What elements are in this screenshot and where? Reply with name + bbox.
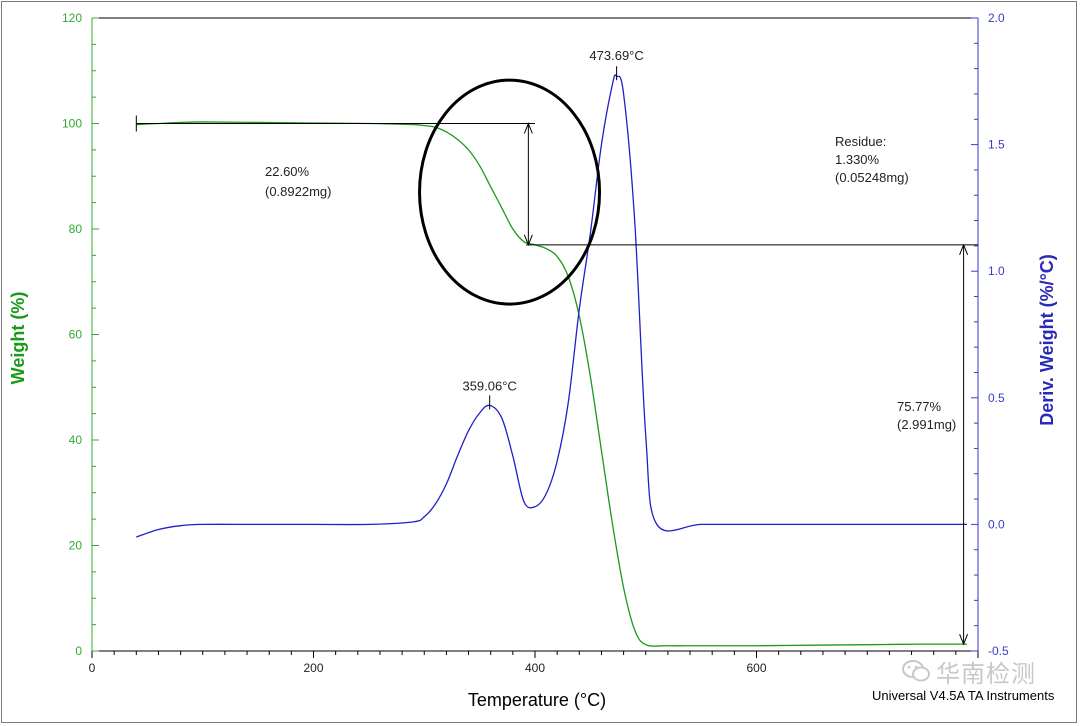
peak2-label: 473.69°C	[589, 48, 643, 63]
instrument-footer: Universal V4.5A TA Instruments	[872, 688, 1055, 703]
watermark-text: 华南检测	[936, 659, 1036, 688]
y-left-tick-label: 80	[69, 222, 83, 236]
residue-percent-label: 1.330%	[835, 152, 880, 167]
y-right-tick-label: 1.0	[988, 264, 1005, 278]
x-axis-label: Temperature (°C)	[468, 690, 606, 710]
y-axis-right-label: Deriv. Weight (%/°C)	[1037, 254, 1057, 426]
step2-arrow-head-down	[959, 633, 969, 646]
x-tick-label: 0	[89, 661, 96, 675]
x-tick-label: 600	[746, 661, 766, 675]
y-right-tick-label: 0.0	[988, 517, 1005, 531]
wechat-icon	[902, 660, 930, 682]
y-right-tick-label: -0.5	[988, 644, 1009, 658]
y-left-tick-label: 60	[69, 328, 83, 342]
step2-arrow-head-up	[959, 243, 969, 256]
watermark: 华南检测	[902, 655, 1062, 688]
weight-curve	[136, 121, 967, 647]
y-axis-left-label: Weight (%)	[8, 292, 28, 385]
y-left-tick-label: 20	[69, 539, 83, 553]
peak1-label: 359.06°C	[462, 378, 516, 393]
y-left-tick-label: 0	[75, 644, 82, 658]
x-tick-label: 400	[525, 661, 545, 675]
residue-title-label: Residue:	[835, 134, 886, 149]
step2-percent-label: 75.77%	[897, 399, 942, 414]
y-right-tick-label: 1.5	[988, 138, 1005, 152]
x-tick-label: 200	[303, 661, 323, 675]
step1-percent-label: 22.60%	[265, 164, 310, 179]
derivative-curve	[136, 74, 967, 538]
highlight-ellipse	[418, 78, 602, 306]
y-left-tick-label: 100	[62, 117, 82, 131]
step1-arrow-head-up	[523, 122, 533, 134]
step1-mass-label: (0.8922mg)	[265, 184, 331, 199]
step2-mass-label: (2.991mg)	[897, 417, 956, 432]
y-left-tick-label: 120	[62, 11, 82, 25]
residue-mass-label: (0.05248mg)	[835, 170, 909, 185]
y-right-tick-label: 0.5	[988, 391, 1005, 405]
annotation-layer: 359.06°C 473.69°C 22.60% (0.8922mg) Residue:…	[135, 48, 978, 646]
y-left-tick-label: 40	[69, 433, 83, 447]
y-right-tick-label: 2.0	[988, 11, 1005, 25]
axes-layer: 0 200 400 600 0 20 40 60 80 100 120 -0.5 0.0 0.5 1.0 1.…	[62, 11, 1009, 675]
